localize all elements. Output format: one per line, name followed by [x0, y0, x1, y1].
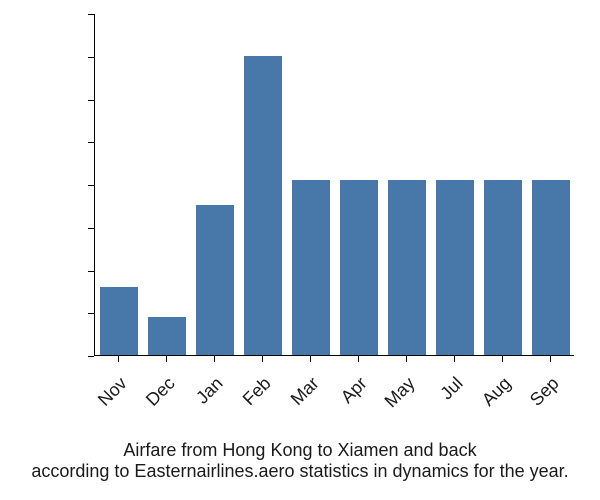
- caption-line-1: Airfare from Hong Kong to Xiamen and bac…: [0, 440, 600, 461]
- y-tick-mark: [88, 57, 94, 58]
- x-tick-label: Nov: [94, 373, 131, 410]
- x-tick-label: Jul: [436, 373, 467, 404]
- x-tick-label: Feb: [239, 373, 276, 410]
- chart-caption: Airfare from Hong Kong to Xiamen and bac…: [0, 440, 600, 482]
- bar: [388, 180, 425, 355]
- x-tick-label: Apr: [337, 373, 372, 408]
- bar: [148, 317, 185, 355]
- x-tick-label: Aug: [478, 373, 515, 410]
- x-tick-mark: [550, 356, 551, 362]
- bar: [292, 180, 329, 355]
- x-tick-label: May: [381, 373, 420, 412]
- bar: [340, 180, 377, 355]
- bar: [244, 56, 281, 355]
- y-tick-mark: [88, 313, 94, 314]
- x-tick-mark: [454, 356, 455, 362]
- y-tick-mark: [88, 228, 94, 229]
- bar: [436, 180, 473, 355]
- x-tick-label: Mar: [287, 373, 324, 410]
- y-tick-mark: [88, 142, 94, 143]
- plot-area: [94, 14, 574, 356]
- caption-line-2: according to Easternairlines.aero statis…: [0, 461, 600, 482]
- x-tick-mark: [214, 356, 215, 362]
- y-tick-mark: [88, 271, 94, 272]
- x-tick-mark: [358, 356, 359, 362]
- bar: [196, 205, 233, 355]
- bar: [100, 287, 137, 355]
- x-tick-mark: [262, 356, 263, 362]
- x-tick-mark: [118, 356, 119, 362]
- y-tick-mark: [88, 356, 94, 357]
- x-tick-mark: [166, 356, 167, 362]
- y-tick-mark: [88, 14, 94, 15]
- y-tick-mark: [88, 185, 94, 186]
- x-tick-label: Dec: [142, 373, 179, 410]
- x-tick-label: Jan: [192, 373, 227, 408]
- x-tick-mark: [502, 356, 503, 362]
- bar: [484, 180, 521, 355]
- bar: [532, 180, 569, 355]
- x-tick-mark: [310, 356, 311, 362]
- x-tick-mark: [406, 356, 407, 362]
- x-tick-label: Sep: [526, 373, 563, 410]
- y-tick-mark: [88, 100, 94, 101]
